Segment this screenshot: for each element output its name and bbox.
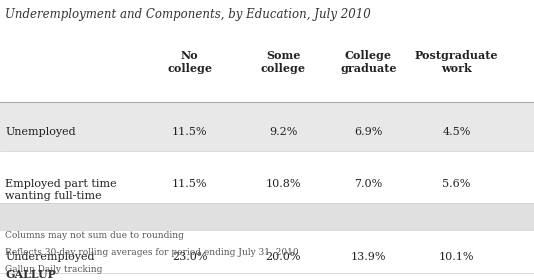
Text: Some
college: Some college <box>261 50 305 74</box>
Text: 11.5%: 11.5% <box>172 179 207 189</box>
FancyBboxPatch shape <box>0 151 534 203</box>
Text: Columns may not sum due to rounding: Columns may not sum due to rounding <box>5 231 184 240</box>
Text: 10.8%: 10.8% <box>265 179 301 189</box>
Text: 6.9%: 6.9% <box>354 127 383 137</box>
Text: College
graduate: College graduate <box>340 50 397 74</box>
Text: 10.1%: 10.1% <box>439 252 474 262</box>
Text: Unemployed: Unemployed <box>5 127 76 137</box>
Text: 23.0%: 23.0% <box>172 252 207 262</box>
Text: Postgraduate
work: Postgraduate work <box>415 50 498 74</box>
Text: Underemployed: Underemployed <box>5 252 95 262</box>
Text: Reflects 30-day rolling averages for period ending July 31, 2010: Reflects 30-day rolling averages for per… <box>5 248 299 257</box>
FancyBboxPatch shape <box>0 230 534 273</box>
Text: 13.9%: 13.9% <box>351 252 386 262</box>
Text: 7.0%: 7.0% <box>355 179 382 189</box>
Text: 5.6%: 5.6% <box>442 179 471 189</box>
FancyBboxPatch shape <box>0 203 534 230</box>
Text: Underemployment and Components, by Education, July 2010: Underemployment and Components, by Educa… <box>5 8 371 21</box>
Text: Employed part time
wanting full-time: Employed part time wanting full-time <box>5 179 117 201</box>
Text: 9.2%: 9.2% <box>269 127 297 137</box>
Text: 20.0%: 20.0% <box>265 252 301 262</box>
Text: 4.5%: 4.5% <box>442 127 471 137</box>
Text: Gallup Daily tracking: Gallup Daily tracking <box>5 265 103 274</box>
Text: GALLUP: GALLUP <box>5 269 56 280</box>
Text: No
college: No college <box>167 50 212 74</box>
FancyBboxPatch shape <box>0 102 534 151</box>
Text: 11.5%: 11.5% <box>172 127 207 137</box>
